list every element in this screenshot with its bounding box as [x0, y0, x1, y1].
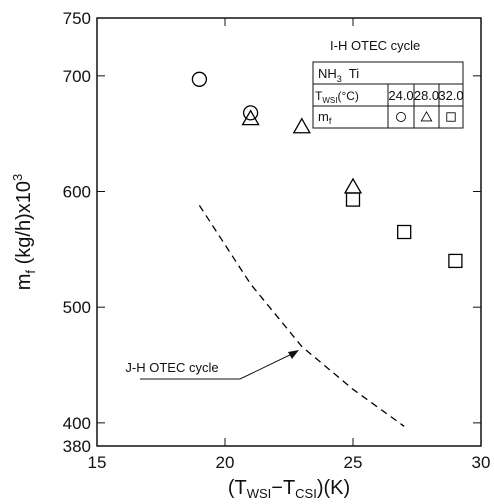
text: )(K) [317, 477, 350, 499]
point [397, 224, 412, 240]
text: (T [228, 477, 247, 499]
point [242, 105, 259, 121]
x-tick-label: 30 [472, 453, 491, 472]
text: f [329, 116, 332, 126]
text: −T [271, 477, 295, 499]
legend-symbol [420, 110, 433, 122]
legend-symbol [446, 112, 456, 122]
x-tick-label: 20 [216, 453, 235, 472]
legend-label: 32.0 [438, 88, 463, 103]
y-axis-label: mf (kg/h)x103 [10, 174, 38, 290]
text: T [315, 89, 323, 103]
y-tick-label: 500 [63, 298, 91, 317]
table-fluid: NH3 Ti [318, 66, 359, 84]
y-tick-label: 750 [63, 9, 91, 28]
text: WSI [322, 96, 337, 105]
point [241, 109, 260, 126]
legend-symbol [396, 112, 406, 122]
annotation: I-H OTEC cycle [330, 38, 420, 53]
x-tick-label: 15 [88, 453, 107, 472]
table-temp-label: TWSI(°C) [315, 89, 359, 105]
y-tick-label: 400 [63, 414, 91, 433]
text: (°C) [337, 89, 358, 103]
x-axis-label: (TWSI−TCSI)(K) [228, 477, 350, 501]
text: CSI [295, 486, 317, 501]
arrow-head [288, 350, 299, 359]
text: Ti [342, 66, 359, 81]
text: (kg/h)x10 [13, 181, 35, 270]
legend-label: 28.0 [414, 88, 439, 103]
text: NH [318, 66, 337, 81]
text: 3 [10, 174, 25, 181]
point [292, 117, 311, 134]
text: f [23, 270, 38, 274]
text: WSI [247, 486, 272, 501]
legend-label: 24.0 [388, 88, 413, 103]
x-tick-label: 25 [344, 453, 363, 472]
text: m [13, 274, 35, 291]
table-mf-label: mf [318, 109, 332, 126]
text: 3 [337, 74, 342, 84]
point [448, 253, 463, 269]
line-label: J-H OTEC cycle [125, 360, 218, 375]
y-tick-label: 380 [63, 437, 91, 456]
y-tick-label: 700 [63, 67, 91, 86]
point [191, 71, 208, 87]
arrow [140, 351, 297, 380]
plot-frame [96, 17, 482, 447]
legend-table [312, 61, 464, 129]
y-tick-label: 600 [63, 183, 91, 202]
dashed-line [198, 205, 405, 427]
point [345, 192, 361, 207]
point [343, 177, 363, 194]
text: m [318, 109, 329, 124]
